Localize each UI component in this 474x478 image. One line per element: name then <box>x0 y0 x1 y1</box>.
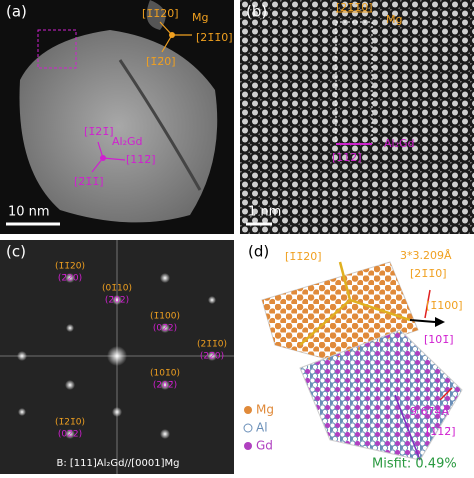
dir-label: [1̄2̄0] <box>146 55 176 68</box>
spot-label: (2̄02) <box>105 296 129 306</box>
panel-b: [21̄1̄0] Mg Al₂Gd [112̄] 1 nm (b) <box>240 0 474 234</box>
scale-bar-label: 1 nm <box>248 205 281 220</box>
dir-label: [1̄1̄20] <box>285 250 322 263</box>
spot-label: (1̄21̄0) <box>55 418 85 428</box>
misfit-label: Misfit: 0.49% <box>372 457 457 472</box>
dir-label: [112̄] <box>126 153 156 166</box>
scale-bar-label: 10 nm <box>8 205 50 220</box>
dir-label: [101̄] <box>424 333 454 346</box>
legend-label: Al <box>256 421 268 435</box>
dir-label: [1̄100] <box>426 299 463 312</box>
panel-label: (a) <box>6 3 27 21</box>
panel-label: (d) <box>248 243 269 261</box>
spot-label: (01̄10) <box>102 284 132 294</box>
caption: B: [111]Al₂Gd//[0001]Mg <box>57 458 180 469</box>
spot-label: (1̄1̄20) <box>55 262 85 272</box>
spot-label: (02̄2) <box>58 430 82 440</box>
dir-label: [1̄1̄20] <box>142 7 179 20</box>
spacing-label: 9.674Å <box>410 405 449 418</box>
phase-label: Al₂Gd <box>112 135 143 148</box>
dir-label: [1̄21̄] <box>84 125 114 138</box>
phase-label: Mg <box>386 13 402 26</box>
panel-d: [1̄1̄20] 3*3.209Å [21̄1̄0] [1̄100] [101̄… <box>240 240 474 474</box>
panel-label: (c) <box>6 243 26 261</box>
spacing-label: 3*3.209Å <box>400 249 452 262</box>
spot-label: (202̄) <box>153 381 177 391</box>
dir-label: [21̄1̄0] <box>410 267 447 280</box>
dir-label: [112̄] <box>332 151 362 164</box>
spot-label: (21̄1̄0) <box>197 340 227 350</box>
spot-label: (1̄100) <box>150 312 180 322</box>
dir-label: [21̄1̄0] <box>336 1 373 14</box>
spot-label: (2̄20) <box>58 274 82 284</box>
dir-label: [21̄1̄0] <box>196 31 233 44</box>
panel-c: (1̄1̄20) (2̄20) (01̄10) (2̄02) (1̄100) (02̄2)… <box>0 240 234 474</box>
spot-label: (02̄2) <box>153 324 177 334</box>
dir-label: [112̄] <box>426 425 456 438</box>
panel-label: (b) <box>246 3 267 21</box>
dir-label: [2̄1̄1̄] <box>74 175 104 188</box>
panel-a: [1̄1̄20] Mg [21̄1̄0] [1̄2̄0] [1̄21̄] Al₂… <box>0 0 234 234</box>
phase-label: Al₂Gd <box>384 137 415 150</box>
spot-label: (22̄0) <box>200 352 224 362</box>
phase-label: Mg <box>192 11 208 24</box>
legend-label: Mg <box>256 403 274 417</box>
legend-label: Gd <box>256 439 273 453</box>
spot-label: (101̄0) <box>150 369 180 379</box>
